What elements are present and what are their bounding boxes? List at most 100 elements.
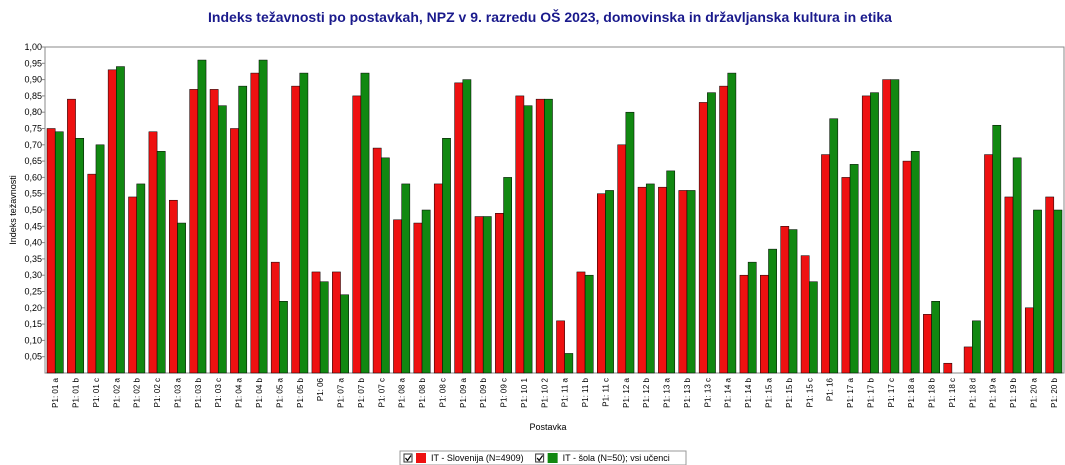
x-tick-label: P1: 02 a	[112, 377, 121, 407]
bar	[156, 151, 166, 374]
x-tick-label: P1: 18 a	[907, 377, 916, 407]
bar	[474, 216, 484, 374]
y-tick-label: 0,35	[24, 254, 42, 264]
x-tick-label: P1: 09 b	[479, 377, 488, 407]
bar	[116, 66, 125, 374]
bar	[931, 301, 940, 374]
bar	[189, 89, 199, 374]
bar	[515, 95, 525, 374]
bar	[747, 261, 757, 374]
x-tick-label: P1: 18 d	[968, 378, 977, 408]
bar	[658, 186, 667, 374]
legend-checkbox[interactable]	[403, 453, 413, 463]
y-tick-label: 0,50	[24, 205, 42, 215]
bar	[1053, 209, 1063, 374]
bar	[299, 72, 309, 374]
bar	[169, 199, 178, 374]
y-axis-label: Indeks težavnosti	[8, 175, 18, 245]
x-tick-label: P1: 07 a	[337, 377, 346, 407]
bar	[291, 85, 300, 374]
bar	[393, 219, 402, 374]
bar	[727, 72, 737, 374]
bar	[637, 186, 647, 374]
x-tick-label: P1: 15 c	[805, 378, 814, 407]
y-tick-label: 1,00	[24, 42, 42, 52]
x-tick-label: P1: 07 b	[357, 377, 366, 407]
bar	[972, 320, 981, 374]
bar	[666, 170, 676, 374]
y-tick-label: 0,75	[24, 124, 42, 134]
bar	[576, 271, 586, 374]
x-tick-label: P1: 06	[316, 377, 325, 401]
y-tick-label: 0,30	[24, 270, 42, 280]
bar	[279, 301, 288, 374]
bar	[800, 255, 810, 374]
bar	[258, 59, 268, 374]
y-tick-label: 0,70	[24, 140, 42, 150]
bar	[686, 190, 696, 374]
bar	[128, 196, 137, 374]
bar	[617, 144, 627, 374]
legend-label: IT - šola (N=50); vsi učenci	[563, 453, 670, 463]
y-tick-label: 0,40	[24, 238, 42, 248]
bar	[230, 128, 239, 374]
x-tick-label: P1: 03 a	[173, 377, 182, 407]
x-tick-label: P1: 03 c	[214, 378, 223, 407]
bar	[311, 271, 321, 374]
bar	[270, 261, 280, 374]
bar	[95, 144, 105, 374]
bar	[67, 98, 76, 374]
y-tick-label: 0,20	[24, 303, 42, 313]
x-tick-label: P1: 11 a	[561, 377, 570, 407]
bar	[678, 190, 688, 374]
bar	[992, 124, 1002, 374]
x-tick-label: P1: 12 a	[622, 377, 631, 407]
bar	[707, 92, 716, 374]
x-tick-label: P1: 02 c	[153, 378, 162, 407]
bar	[340, 294, 349, 374]
x-tick-label: P1: 04 a	[235, 377, 244, 407]
bar	[442, 138, 451, 374]
bar	[462, 79, 472, 374]
bar	[544, 98, 553, 374]
bar	[564, 353, 574, 374]
bar	[421, 209, 431, 374]
bar	[523, 105, 533, 374]
x-tick-label: P1: 07 c	[377, 378, 386, 407]
y-tick-label: 0,05	[24, 352, 42, 362]
legend-swatch	[547, 453, 558, 463]
bar	[902, 160, 912, 374]
x-tick-label: P1: 20 b	[1050, 377, 1059, 407]
bar	[890, 79, 900, 374]
bar	[841, 177, 851, 374]
bar	[698, 102, 708, 374]
x-tick-label: P1: 13 b	[683, 377, 692, 407]
x-tick-label: P1: 03 b	[194, 377, 203, 407]
x-tick-label: P1: 15 a	[764, 377, 773, 407]
bar	[584, 274, 594, 374]
x-tick-label: P1: 17 a	[846, 377, 855, 407]
bar	[177, 222, 186, 374]
x-tick-label: P1: 19 b	[1009, 377, 1018, 407]
y-tick-label: 0,15	[24, 319, 42, 329]
x-tick-label: P1: 19 a	[989, 377, 998, 407]
y-tick-label: 0,60	[24, 172, 42, 182]
bar	[605, 190, 614, 374]
bar	[107, 69, 117, 374]
x-tick-label: P1: 18 c	[948, 378, 957, 407]
legend-checkbox[interactable]	[535, 453, 545, 463]
bar	[503, 177, 512, 374]
bar	[401, 183, 411, 374]
bar	[910, 151, 920, 374]
y-tick-label: 0,90	[24, 75, 42, 85]
x-tick-label: P1: 20 a	[1029, 377, 1038, 407]
bar	[495, 213, 504, 374]
bar	[821, 154, 830, 374]
x-axis-label: Postavka	[529, 422, 566, 432]
legend-check	[536, 455, 544, 462]
bar	[413, 222, 423, 374]
x-tick-label: P1: 02 b	[133, 377, 142, 407]
legend-label: IT - Slovenija (N=4909)	[431, 453, 524, 463]
x-tick-label: P1: 11 b	[581, 377, 590, 407]
bar	[861, 95, 871, 374]
